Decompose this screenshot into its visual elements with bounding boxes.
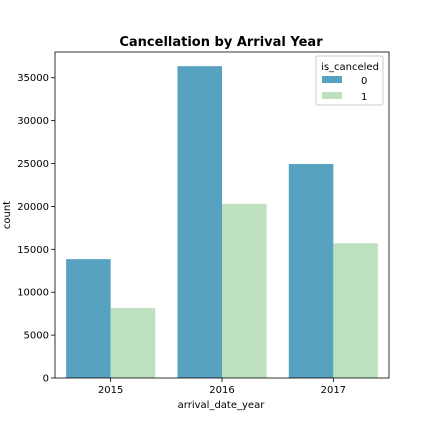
bar-2016-series-0 — [177, 66, 222, 378]
bar-2015-series-0 — [66, 259, 111, 378]
legend-label-1: 1 — [361, 92, 367, 103]
legend-label-0: 0 — [361, 76, 367, 87]
x-axis: 2015 2016 2017 — [98, 378, 346, 396]
y-axis: 0 5000 10000 15000 20000 25000 30000 35000 — [17, 73, 55, 385]
bar-2017-series-1 — [333, 243, 378, 378]
legend-title: is_canceled — [321, 62, 379, 73]
bar-2017-series-0 — [288, 163, 334, 378]
y-tick-label-30000: 30000 — [17, 116, 49, 127]
x-tick-label-2016: 2016 — [209, 385, 234, 396]
y-tick-label-10000: 10000 — [17, 288, 49, 299]
y-tick-label-5000: 5000 — [24, 331, 49, 342]
legend-swatch-1 — [322, 92, 342, 99]
x-axis-label: arrival_date_year — [178, 400, 266, 411]
legend: is_canceled 0 1 — [315, 55, 384, 106]
bar-2015-series-1 — [110, 308, 156, 378]
y-tick-label-35000: 35000 — [17, 73, 49, 84]
chart-title: Cancellation by Arrival Year — [119, 35, 323, 50]
y-tick-label-15000: 15000 — [17, 245, 49, 256]
bar-2016-series-1 — [222, 203, 267, 378]
x-tick-label-2017: 2017 — [321, 385, 346, 396]
x-tick-label-2015: 2015 — [98, 385, 123, 396]
legend-swatch-0 — [322, 76, 342, 83]
plot-area — [54, 51, 390, 379]
y-tick-label-25000: 25000 — [17, 159, 49, 170]
y-tick-label-20000: 20000 — [17, 202, 49, 213]
y-axis-label: count — [2, 201, 13, 229]
y-tick-label-0: 0 — [43, 374, 49, 385]
